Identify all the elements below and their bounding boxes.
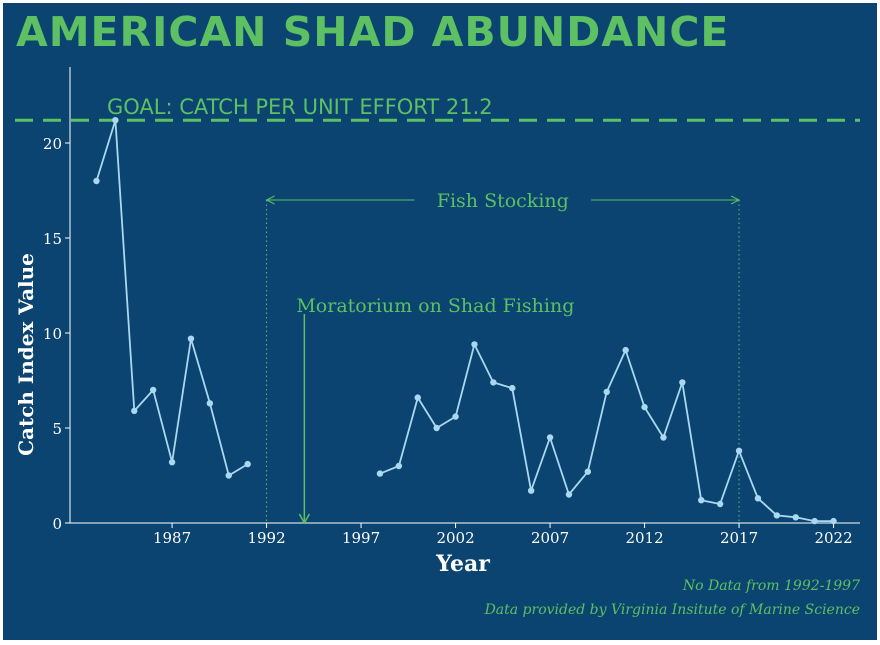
note-data-source: Data provided by Virginia Insitute of Ma…: [484, 602, 860, 618]
data-point: [565, 491, 573, 498]
data-point: [679, 379, 686, 386]
data-point: [509, 384, 516, 392]
moratorium-label: Moratorium on Shad Fishing: [296, 295, 574, 317]
stocking-label: Fish Stocking: [437, 190, 569, 212]
x-tick-label: 1997: [342, 529, 380, 547]
data-point: [773, 512, 781, 519]
chart-title: AMERICAN SHAD ABUNDANCE: [16, 8, 730, 56]
chart-panel: [3, 3, 877, 640]
x-tick-label: 2012: [625, 529, 663, 547]
data-point: [811, 517, 818, 525]
data-point: [206, 400, 214, 407]
data-point: [376, 470, 384, 477]
series-line: [95, 119, 249, 477]
data-point: [735, 447, 743, 454]
data-point: [716, 500, 724, 508]
moratorium-arrowhead: [298, 513, 311, 525]
data-point: [244, 460, 251, 468]
y-tick-label: 5: [52, 420, 62, 438]
data-point: [414, 394, 421, 401]
data-point: [527, 487, 535, 494]
data-point: [622, 346, 629, 354]
x-tick-label: 2017: [720, 529, 758, 547]
data-point: [490, 379, 497, 386]
x-tick-label: 2007: [531, 529, 569, 547]
data-point: [433, 424, 440, 432]
data-point: [149, 386, 157, 394]
note-no-data: No Data from 1992-1997: [682, 578, 860, 594]
y-tick-label: 0: [52, 515, 62, 533]
data-point: [131, 407, 138, 415]
y-tick-label: 20: [43, 135, 62, 153]
data-point: [187, 335, 195, 342]
y-axis-title: Catch Index Value: [14, 253, 38, 456]
data-point: [168, 459, 176, 466]
data-point: [112, 117, 119, 124]
data-point: [93, 177, 100, 185]
data-point: [546, 434, 554, 441]
data-point: [641, 403, 648, 411]
stocking-arrowhead-right: [730, 195, 741, 205]
x-tick-label: 1987: [153, 529, 191, 547]
x-tick-label: 2022: [814, 529, 852, 547]
data-point: [584, 468, 592, 475]
stocking-arrowhead-left: [265, 195, 275, 205]
data-point: [225, 472, 232, 479]
data-point: [792, 514, 799, 521]
x-tick-label: 2002: [436, 529, 474, 547]
series-line: [379, 343, 834, 522]
data-point: [830, 517, 837, 525]
y-tick-label: 15: [43, 230, 62, 248]
data-point: [603, 388, 610, 396]
data-point: [395, 462, 403, 470]
x-tick-label: 1992: [247, 529, 285, 547]
data-point: [452, 413, 459, 420]
data-point: [698, 497, 705, 504]
x-axis-title: Year: [435, 551, 490, 577]
data-point: [471, 341, 478, 348]
data-point: [754, 495, 762, 502]
goal-line-label: GOAL: CATCH PER UNIT EFFORT 21.2: [107, 95, 493, 119]
data-point: [660, 434, 667, 441]
y-tick-label: 10: [43, 325, 62, 343]
